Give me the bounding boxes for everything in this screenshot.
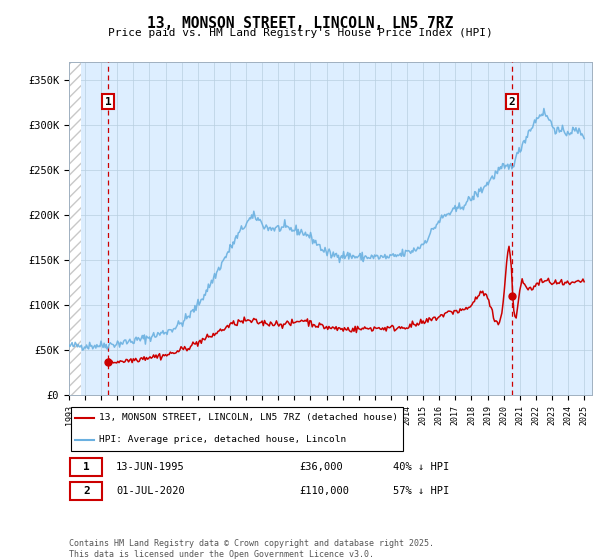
- Text: £110,000: £110,000: [299, 486, 349, 496]
- Text: 2: 2: [83, 486, 89, 496]
- Text: 1: 1: [105, 96, 112, 106]
- FancyBboxPatch shape: [71, 407, 403, 451]
- Text: £36,000: £36,000: [299, 462, 343, 472]
- Text: 2: 2: [508, 96, 515, 106]
- Text: 13, MONSON STREET, LINCOLN, LN5 7RZ (detached house): 13, MONSON STREET, LINCOLN, LN5 7RZ (det…: [98, 413, 398, 422]
- Text: Contains HM Land Registry data © Crown copyright and database right 2025.
This d: Contains HM Land Registry data © Crown c…: [69, 539, 434, 559]
- Text: 40% ↓ HPI: 40% ↓ HPI: [394, 462, 449, 472]
- Text: 01-JUL-2020: 01-JUL-2020: [116, 486, 185, 496]
- Text: 13, MONSON STREET, LINCOLN, LN5 7RZ: 13, MONSON STREET, LINCOLN, LN5 7RZ: [147, 16, 453, 31]
- FancyBboxPatch shape: [70, 482, 103, 500]
- Text: HPI: Average price, detached house, Lincoln: HPI: Average price, detached house, Linc…: [98, 436, 346, 445]
- FancyBboxPatch shape: [70, 458, 103, 476]
- Bar: [69, 62, 81, 395]
- Text: Price paid vs. HM Land Registry's House Price Index (HPI): Price paid vs. HM Land Registry's House …: [107, 28, 493, 38]
- Text: 57% ↓ HPI: 57% ↓ HPI: [394, 486, 449, 496]
- Text: 13-JUN-1995: 13-JUN-1995: [116, 462, 185, 472]
- Text: 1: 1: [83, 462, 89, 472]
